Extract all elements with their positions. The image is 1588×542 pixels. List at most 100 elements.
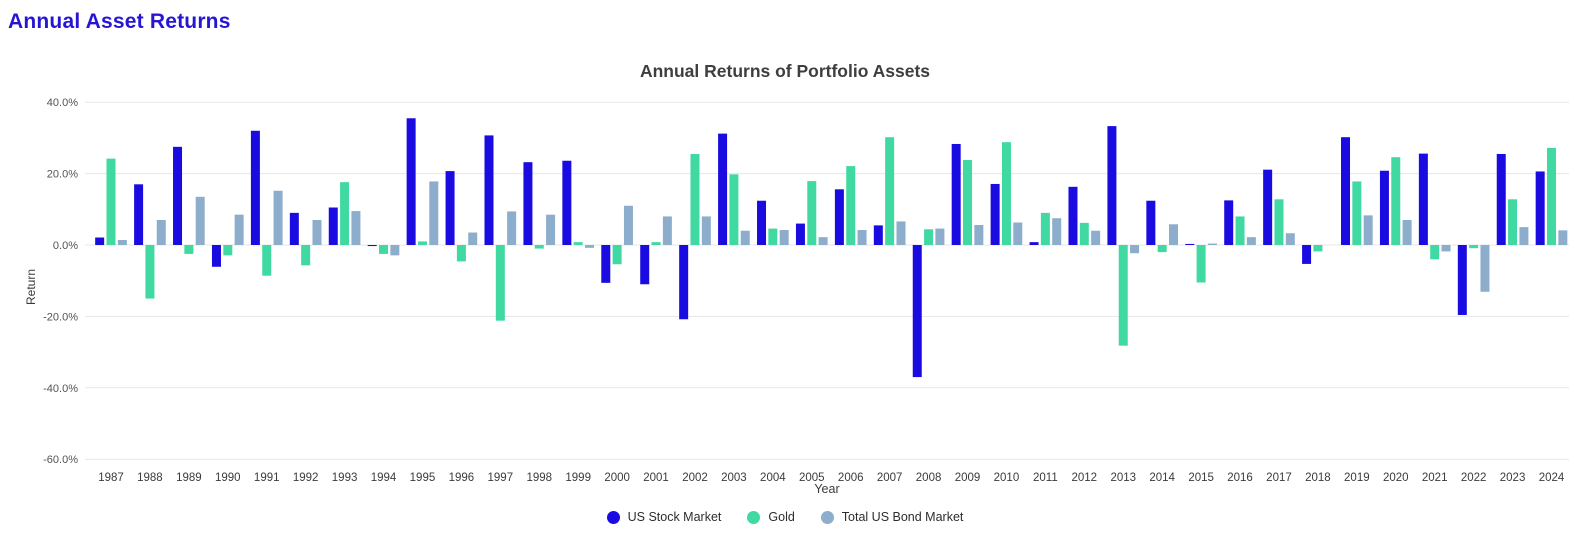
bar-2003-us-stock-market[interactable] <box>718 133 728 245</box>
bar-2008-total-us-bond-market[interactable] <box>935 228 945 245</box>
bar-2016-gold[interactable] <box>1235 216 1245 245</box>
bar-2005-us-stock-market[interactable] <box>795 223 805 245</box>
bar-1998-us-stock-market[interactable] <box>523 162 533 245</box>
bar-1991-gold[interactable] <box>262 245 272 276</box>
bar-1996-total-us-bond-market[interactable] <box>468 232 478 245</box>
bar-2012-us-stock-market[interactable] <box>1068 186 1078 245</box>
bar-1999-us-stock-market[interactable] <box>562 160 572 245</box>
bar-1987-total-us-bond-market[interactable] <box>117 240 127 245</box>
bar-2022-total-us-bond-market[interactable] <box>1480 245 1490 292</box>
bar-1995-total-us-bond-market[interactable] <box>429 181 439 245</box>
bar-2018-gold[interactable] <box>1313 245 1323 252</box>
bar-2006-us-stock-market[interactable] <box>834 189 844 245</box>
bar-2018-us-stock-market[interactable] <box>1302 245 1312 264</box>
bar-2013-total-us-bond-market[interactable] <box>1130 245 1140 254</box>
bar-1995-gold[interactable] <box>417 241 427 245</box>
bar-2005-total-us-bond-market[interactable] <box>818 237 828 245</box>
bar-1992-total-us-bond-market[interactable] <box>312 220 322 245</box>
legend-item-us-stock-market[interactable]: US Stock Market <box>606 510 721 524</box>
bar-1995-us-stock-market[interactable] <box>406 118 416 245</box>
bar-2006-gold[interactable] <box>846 166 856 245</box>
bar-1988-total-us-bond-market[interactable] <box>156 220 166 245</box>
bar-1990-gold[interactable] <box>223 245 233 256</box>
bar-1992-us-stock-market[interactable] <box>289 212 299 245</box>
bar-1990-total-us-bond-market[interactable] <box>234 214 244 245</box>
bar-2021-gold[interactable] <box>1430 245 1440 260</box>
bar-1996-us-stock-market[interactable] <box>445 171 455 245</box>
bar-2012-gold[interactable] <box>1079 222 1089 245</box>
bar-1989-gold[interactable] <box>184 245 194 254</box>
bar-2005-gold[interactable] <box>807 181 817 245</box>
bar-2007-us-stock-market[interactable] <box>873 225 883 245</box>
bar-2004-us-stock-market[interactable] <box>757 200 767 245</box>
bar-2001-us-stock-market[interactable] <box>640 245 650 285</box>
bar-1993-us-stock-market[interactable] <box>328 207 338 245</box>
bar-2022-gold[interactable] <box>1469 245 1479 249</box>
bar-2017-total-us-bond-market[interactable] <box>1285 233 1295 245</box>
bar-2004-total-us-bond-market[interactable] <box>779 230 789 245</box>
bar-2003-total-us-bond-market[interactable] <box>740 230 750 245</box>
bar-1988-gold[interactable] <box>145 245 155 299</box>
bar-2009-total-us-bond-market[interactable] <box>974 225 984 245</box>
bar-1998-total-us-bond-market[interactable] <box>546 214 556 245</box>
bar-1991-us-stock-market[interactable] <box>250 130 260 245</box>
bar-2017-gold[interactable] <box>1274 199 1284 245</box>
bar-1999-total-us-bond-market[interactable] <box>585 245 595 248</box>
bar-2011-gold[interactable] <box>1040 212 1050 245</box>
bar-1997-total-us-bond-market[interactable] <box>507 211 517 245</box>
bar-2002-gold[interactable] <box>690 153 700 245</box>
bar-2002-us-stock-market[interactable] <box>679 245 689 320</box>
bar-2019-gold[interactable] <box>1352 181 1362 245</box>
bar-1989-us-stock-market[interactable] <box>173 146 183 245</box>
bar-2012-total-us-bond-market[interactable] <box>1091 230 1101 245</box>
bar-2016-total-us-bond-market[interactable] <box>1246 237 1256 245</box>
bar-2000-total-us-bond-market[interactable] <box>623 205 633 245</box>
bar-2020-total-us-bond-market[interactable] <box>1402 220 1412 245</box>
bar-1990-us-stock-market[interactable] <box>211 245 221 267</box>
bar-1987-us-stock-market[interactable] <box>95 237 105 246</box>
bar-2021-total-us-bond-market[interactable] <box>1441 245 1451 252</box>
bar-1993-gold[interactable] <box>340 182 350 245</box>
bar-2013-gold[interactable] <box>1118 245 1128 346</box>
bar-2009-us-stock-market[interactable] <box>951 143 961 245</box>
bar-2019-us-stock-market[interactable] <box>1341 137 1351 245</box>
bar-2003-gold[interactable] <box>729 174 739 245</box>
bar-1994-gold[interactable] <box>379 245 389 254</box>
bar-2001-total-us-bond-market[interactable] <box>662 216 672 245</box>
bar-1989-total-us-bond-market[interactable] <box>195 196 205 246</box>
bar-1987-gold[interactable] <box>106 158 116 245</box>
bar-2020-us-stock-market[interactable] <box>1379 170 1389 245</box>
bar-2015-gold[interactable] <box>1196 245 1206 283</box>
bar-2011-total-us-bond-market[interactable] <box>1052 218 1062 245</box>
bar-2006-total-us-bond-market[interactable] <box>857 230 867 245</box>
bar-2024-gold[interactable] <box>1547 147 1556 245</box>
bar-2019-total-us-bond-market[interactable] <box>1363 215 1373 245</box>
bar-1991-total-us-bond-market[interactable] <box>273 190 283 245</box>
bar-2002-total-us-bond-market[interactable] <box>701 216 711 245</box>
bar-2014-gold[interactable] <box>1157 245 1167 253</box>
bar-1988-us-stock-market[interactable] <box>134 184 144 245</box>
bar-2020-gold[interactable] <box>1391 157 1401 245</box>
bar-2014-us-stock-market[interactable] <box>1146 200 1156 245</box>
bar-1999-gold[interactable] <box>573 242 583 245</box>
bar-2010-total-us-bond-market[interactable] <box>1013 222 1023 245</box>
bar-2024-total-us-bond-market[interactable] <box>1558 230 1568 245</box>
bar-1996-gold[interactable] <box>456 245 466 262</box>
bar-2011-us-stock-market[interactable] <box>1029 242 1039 245</box>
bar-2015-us-stock-market[interactable] <box>1185 243 1195 245</box>
bar-2004-gold[interactable] <box>768 228 778 245</box>
bar-1998-gold[interactable] <box>534 245 544 249</box>
bar-1993-total-us-bond-market[interactable] <box>351 211 361 245</box>
bar-chart-plot[interactable]: 40.0% 20.0% 0.0% -20.0% -40.0% -60.0% 1987 1988… <box>0 44 1588 542</box>
bar-2021-us-stock-market[interactable] <box>1418 153 1428 245</box>
bar-2007-gold[interactable] <box>885 137 895 245</box>
bar-2015-total-us-bond-market[interactable] <box>1207 243 1217 245</box>
bar-1994-total-us-bond-market[interactable] <box>390 245 400 256</box>
bar-2000-gold[interactable] <box>612 245 622 265</box>
bar-2008-gold[interactable] <box>924 229 934 245</box>
bar-2022-us-stock-market[interactable] <box>1457 245 1467 315</box>
bar-2000-us-stock-market[interactable] <box>601 245 611 283</box>
bar-2024-us-stock-market[interactable] <box>1535 171 1545 245</box>
bar-2010-us-stock-market[interactable] <box>990 183 1000 245</box>
bar-2007-total-us-bond-market[interactable] <box>896 221 906 245</box>
